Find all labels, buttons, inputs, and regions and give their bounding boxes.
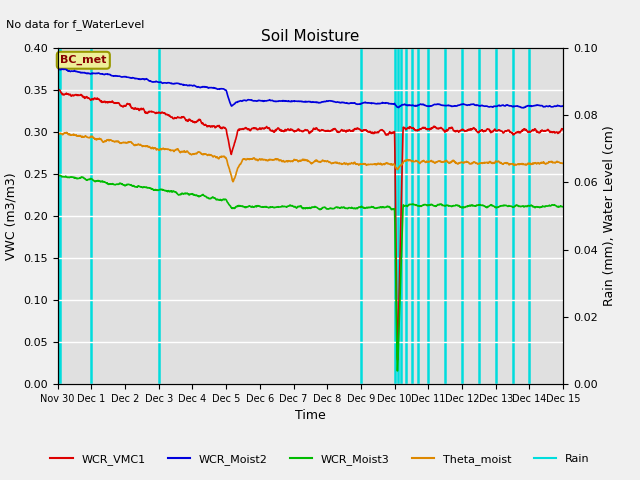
Text: BC_met: BC_met bbox=[60, 55, 106, 65]
X-axis label: Time: Time bbox=[295, 409, 326, 422]
Legend: WCR_VMC1, WCR_Moist2, WCR_Moist3, Theta_moist, Rain: WCR_VMC1, WCR_Moist2, WCR_Moist3, Theta_… bbox=[46, 450, 594, 469]
Title: Soil Moisture: Soil Moisture bbox=[261, 29, 360, 44]
Y-axis label: Rain (mm), Water Level (cm): Rain (mm), Water Level (cm) bbox=[604, 126, 616, 306]
Y-axis label: VWC (m3/m3): VWC (m3/m3) bbox=[4, 172, 17, 260]
Text: No data for f_WaterLevel: No data for f_WaterLevel bbox=[6, 19, 145, 30]
